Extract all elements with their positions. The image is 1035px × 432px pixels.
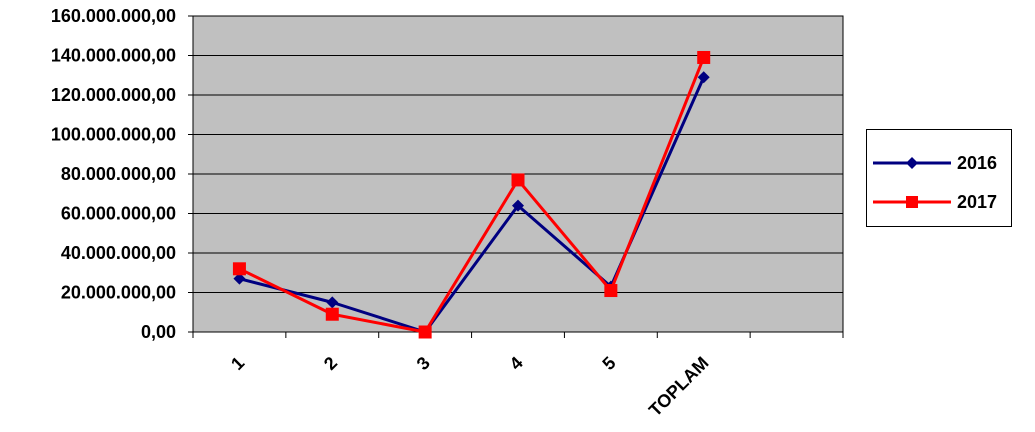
legend-item-2017: 2017	[867, 187, 1013, 217]
y-tick-label: 100.000.000,00	[51, 125, 176, 145]
legend-swatch-2017	[873, 196, 951, 208]
data-point-2016	[512, 199, 524, 212]
x-tick-label: 2	[320, 353, 341, 374]
legend: 2016 2017	[866, 129, 1012, 227]
data-point-2017	[697, 50, 711, 64]
y-tick-label: 60.000.000,00	[61, 204, 176, 224]
y-tick-label: 40.000.000,00	[61, 243, 176, 263]
legend-item-2016: 2016	[867, 148, 1013, 178]
y-tick-label: 20.000.000,00	[61, 283, 176, 303]
x-tick-label: 1	[227, 353, 248, 374]
data-point-2016	[326, 296, 339, 309]
y-tick-label: 160.000.000,00	[51, 6, 176, 26]
x-tick-label: 4	[506, 353, 527, 374]
y-axis-ticks: 0,00 20.000.000,00 40.000.000,00 60.000.000…	[51, 6, 176, 342]
y-tick-label: 0,00	[141, 322, 176, 342]
x-tick-label: 3	[413, 353, 434, 374]
data-point-2017	[325, 307, 339, 321]
series-line-2017	[238, 56, 706, 334]
data-point-2017	[604, 284, 618, 298]
data-point-2016	[697, 71, 710, 84]
legend-label-2017: 2017	[957, 192, 998, 212]
data-point-2016	[233, 272, 246, 285]
legend-label-2016: 2016	[957, 153, 998, 173]
gridlines	[188, 15, 843, 333]
y-tick-label: 140.000.000,00	[51, 46, 176, 66]
x-tick-label: 5	[598, 353, 619, 374]
data-point-2017	[232, 262, 246, 276]
x-tick-label: TOPLAM	[645, 353, 713, 421]
data-point-2017	[418, 325, 432, 339]
x-axis-ticks: 1 2 3 4 5 TOPLAM	[192, 332, 844, 421]
legend-swatch-2016	[873, 157, 951, 169]
y-tick-label: 80.000.000,00	[61, 164, 176, 184]
series-layer	[232, 50, 711, 339]
data-point-2017	[511, 173, 525, 187]
y-tick-label: 120.000.000,00	[51, 85, 176, 105]
